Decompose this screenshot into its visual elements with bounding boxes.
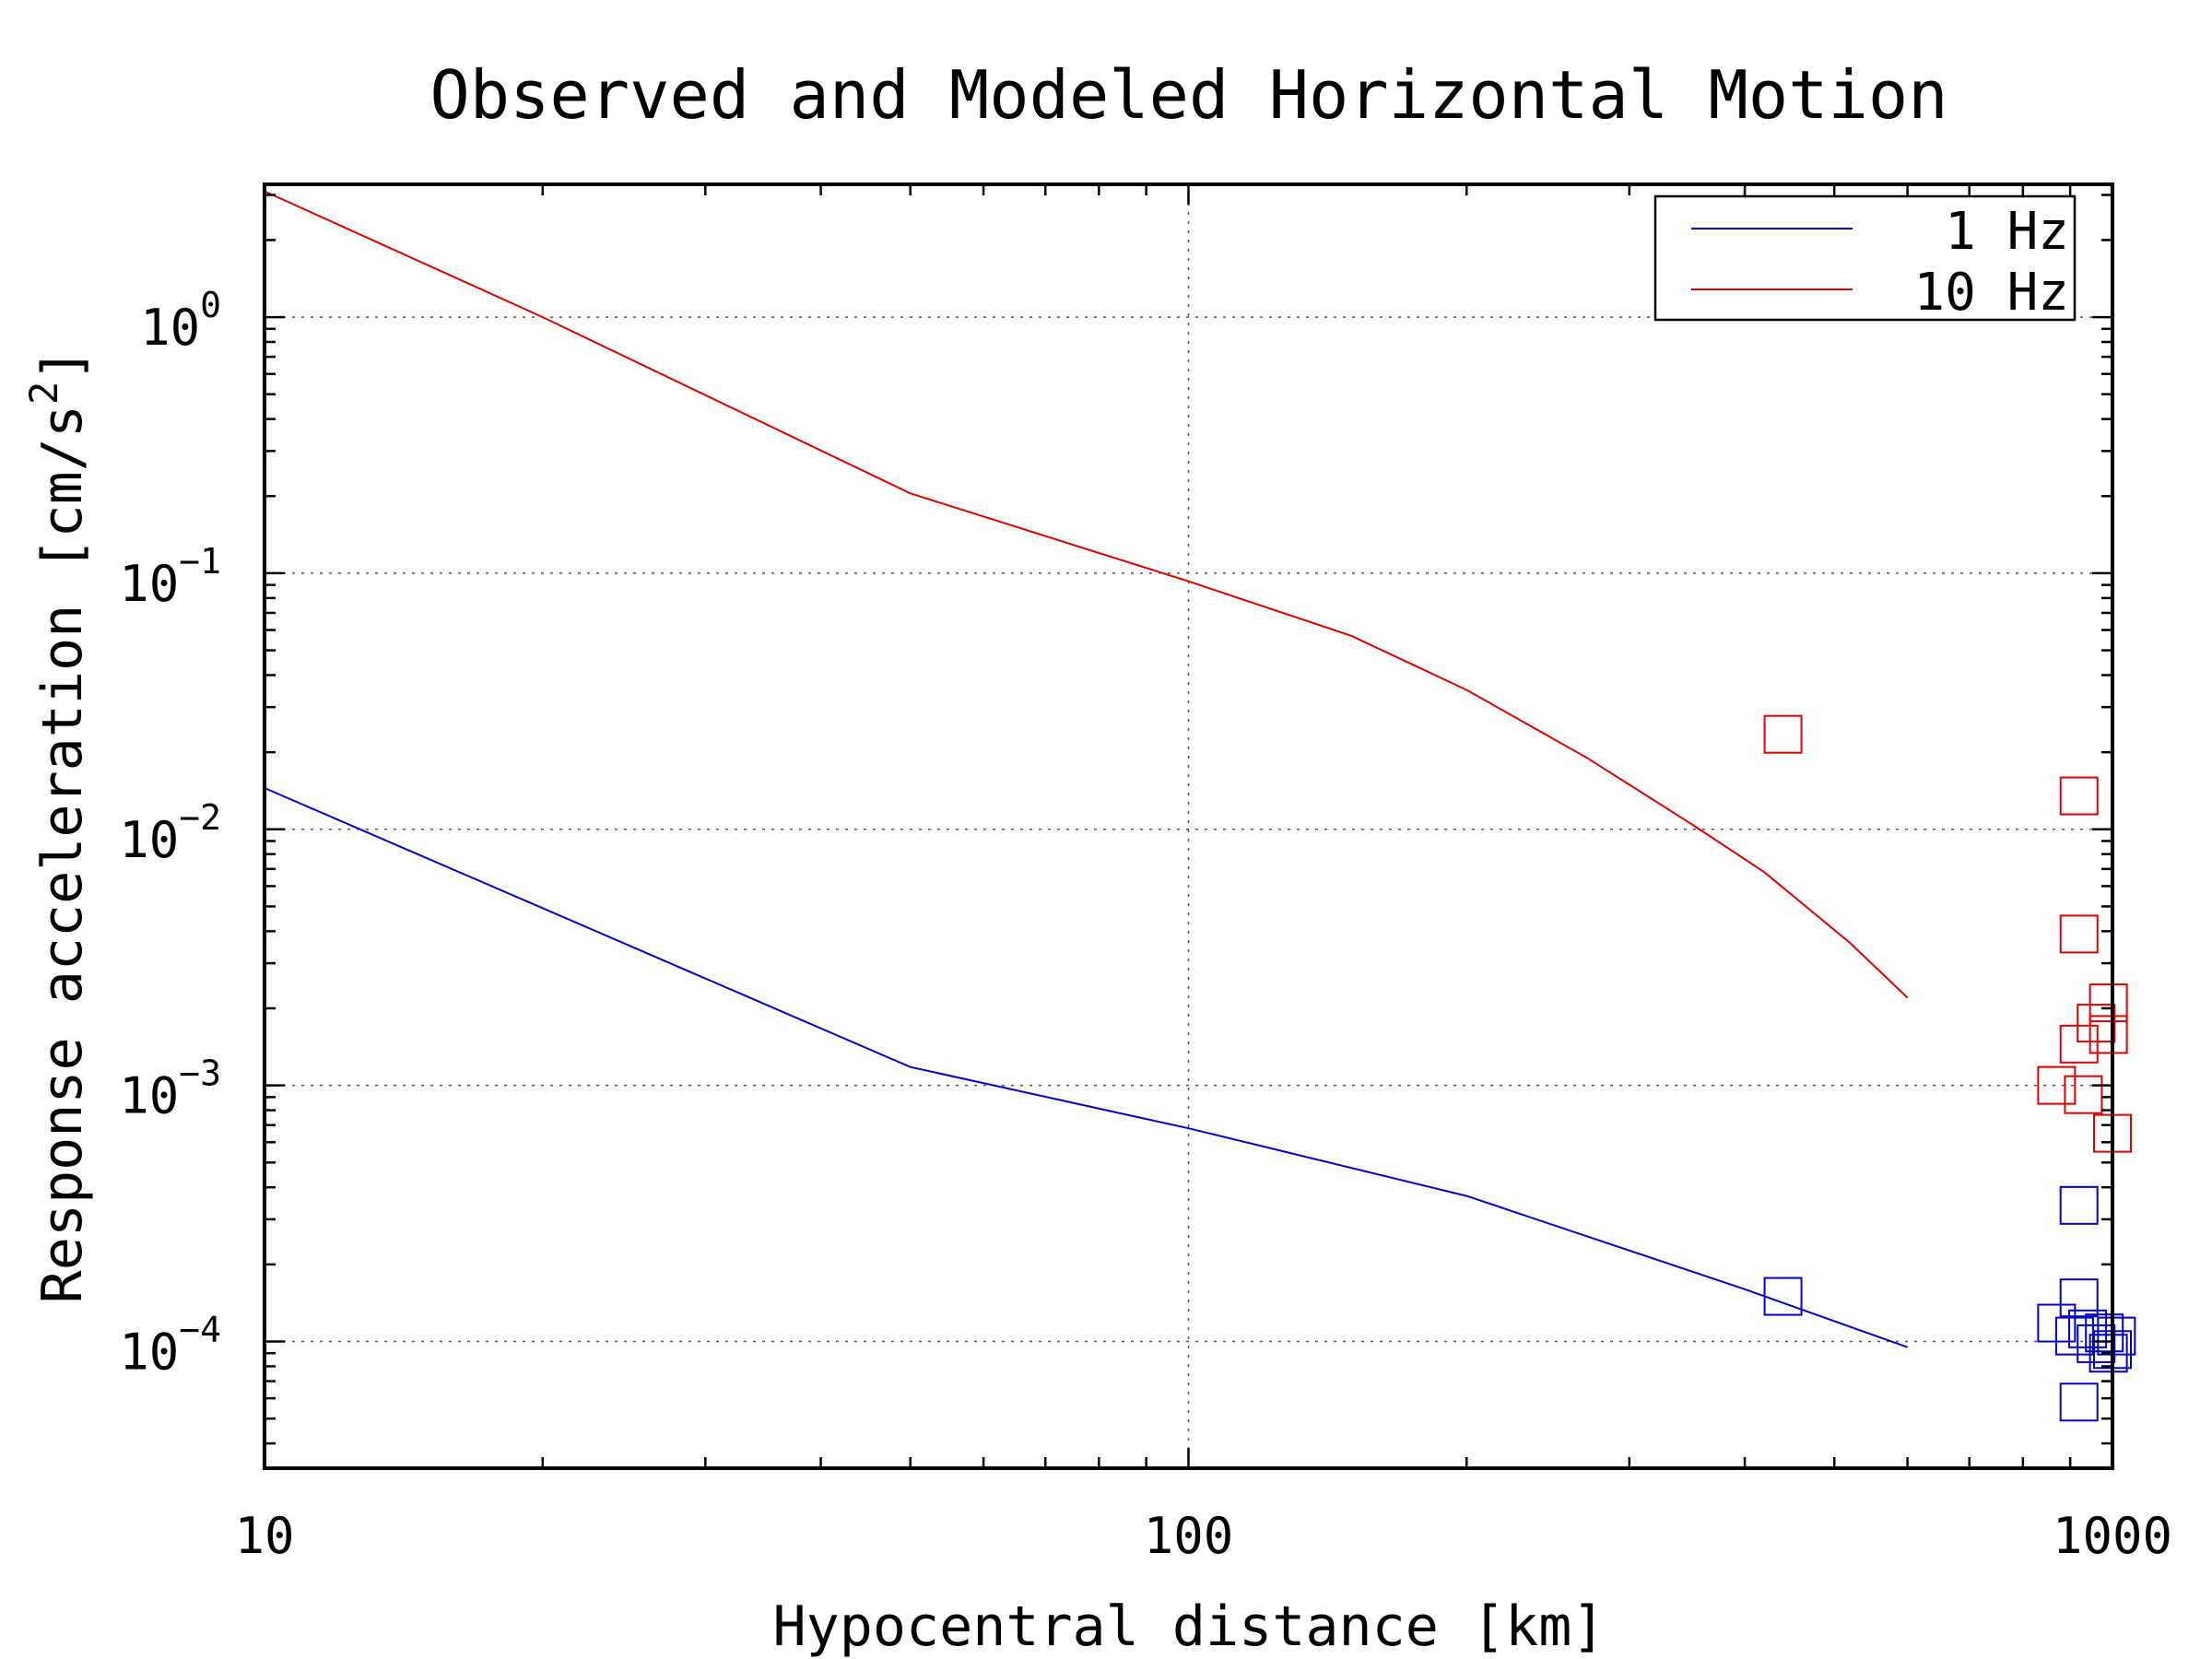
y-tick-label: 10−4 bbox=[119, 1310, 221, 1382]
y-tick-label: 100 bbox=[140, 285, 221, 357]
observed-point-1hz bbox=[2054, 1316, 2094, 1356]
observed-point-1hz bbox=[2068, 1309, 2108, 1348]
axis-ticks bbox=[263, 184, 2112, 1468]
legend-label-10hz: 10 Hz bbox=[1913, 263, 2069, 323]
y-tick-label-base: 10 bbox=[140, 299, 200, 357]
y-tick-label-exponent: −4 bbox=[179, 1310, 221, 1350]
y-axis-label-main: Response acceleration [cm/s bbox=[30, 405, 95, 1303]
x-tick-label: 10 bbox=[234, 1507, 294, 1565]
legend: 1 Hz 10 Hz bbox=[1653, 194, 2077, 323]
y-tick-label-exponent: −1 bbox=[179, 541, 221, 582]
plot-frame bbox=[263, 182, 2114, 1470]
y-axis-label: Response acceleration [cm/s2] bbox=[21, 348, 95, 1304]
observed-point-1hz bbox=[2097, 1316, 2136, 1356]
series-line-1hz bbox=[264, 787, 1908, 1348]
y-tick-label: 10−2 bbox=[119, 797, 221, 869]
observed-point-1hz bbox=[1763, 1277, 1803, 1316]
y-tick-label-base: 10 bbox=[119, 1067, 179, 1125]
observed-point-10hz bbox=[2077, 1004, 2116, 1043]
observed-point-1hz bbox=[2059, 1185, 2099, 1225]
observed-point-1hz bbox=[2088, 1334, 2128, 1373]
x-tick-label: 100 bbox=[1144, 1507, 1234, 1565]
observed-point-10hz bbox=[2088, 1015, 2128, 1054]
observed-point-10hz bbox=[1763, 714, 1803, 754]
observed-point-10hz bbox=[2088, 983, 2128, 1023]
y-axis-label-superscript: 2 bbox=[21, 382, 66, 405]
grid bbox=[265, 184, 2112, 1468]
x-axis-label: Hypocentral distance [km] bbox=[772, 1594, 1605, 1659]
x-tick-labels: 10 100 1000 bbox=[234, 1507, 2172, 1565]
y-tick-label-base: 10 bbox=[119, 555, 179, 613]
y-tick-label-base: 10 bbox=[119, 811, 179, 869]
series-lines bbox=[264, 190, 1909, 1348]
y-tick-label-exponent: −3 bbox=[179, 1053, 221, 1094]
y-tick-label-exponent: 0 bbox=[200, 285, 221, 325]
observed-point-1hz bbox=[2077, 1324, 2116, 1363]
y-axis-label-end: ] bbox=[30, 348, 95, 382]
observed-point-1hz bbox=[2059, 1382, 2099, 1422]
legend-label-1hz: 1 Hz bbox=[1945, 202, 2069, 262]
legend-box bbox=[1653, 194, 2077, 322]
series-line-10hz bbox=[264, 190, 1909, 999]
observed-point-10hz bbox=[2037, 1065, 2077, 1105]
y-tick-label: 10−1 bbox=[119, 541, 221, 613]
observed-point-1hz bbox=[2059, 1278, 2099, 1318]
observed-point-10hz bbox=[2059, 776, 2099, 816]
chart-title: Observed and Modeled Horizontal Motion bbox=[429, 56, 1947, 134]
observed-point-10hz bbox=[2059, 914, 2099, 954]
y-tick-label: 10−3 bbox=[119, 1053, 221, 1125]
observed-markers bbox=[1763, 714, 2136, 1422]
observed-point-10hz bbox=[2059, 1024, 2099, 1064]
y-tick-label-base: 10 bbox=[119, 1324, 179, 1382]
x-tick-label: 1000 bbox=[2053, 1507, 2172, 1565]
observed-point-1hz bbox=[2085, 1313, 2124, 1353]
observed-point-10hz bbox=[2064, 1075, 2103, 1114]
y-tick-label-exponent: −2 bbox=[179, 797, 221, 838]
